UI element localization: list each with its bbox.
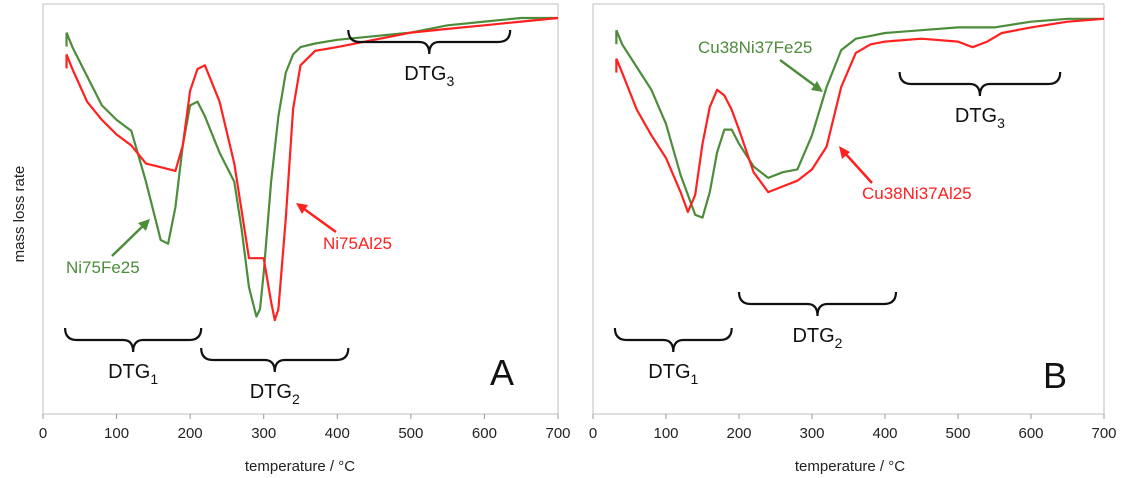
panel-b-brace-1 — [613, 327, 733, 353]
panel-b-dtg-subscript-1: 1 — [691, 371, 699, 387]
panel-b-x-tick-label: 700 — [1091, 425, 1116, 442]
panel-a-x-tick-label: 200 — [178, 425, 203, 442]
panel-b-series — [615, 17, 1105, 219]
panel-a-label: A — [490, 352, 514, 393]
panel-a-x-tick-label: 600 — [472, 425, 497, 442]
panel-b-x-tick-label: 100 — [653, 425, 678, 442]
arrow-cu38ni37al25 — [842, 150, 873, 184]
panel-b-x-axis-title: temperature / °C — [795, 458, 905, 475]
panel-a-dtg-label-2: DTG2 — [250, 381, 300, 407]
panel-b-dtg-label-2: DTG2 — [792, 325, 842, 351]
panel-a-dtg-subscript-2: 2 — [292, 391, 300, 407]
series-label-cu38ni37fe25: Cu38Ni37Fe25 — [698, 38, 812, 57]
panel-b-x-axis: 0 100 200 300 400 500 600 700 — [589, 414, 1117, 442]
arrowhead-cu38ni37fe25 — [811, 81, 823, 92]
panel-b-x-tick-label: 300 — [799, 425, 824, 442]
panel-b: 0 100 200 300 400 500 600 700 temperature / °C … — [589, 3, 1117, 475]
series-label-cu38ni37al25: Cu38Ni37Al25 — [862, 184, 972, 203]
panel-b-dtg-subscript-2: 2 — [835, 335, 843, 351]
arrowhead-ni75al25 — [296, 203, 308, 214]
panel-b-dtg-label-1: DTG1 — [648, 361, 698, 387]
panel-a-x-tick-label: 500 — [398, 425, 423, 442]
panel-b-dtg-subscript-3: 3 — [997, 115, 1005, 131]
panel-b-series-cu38ni37fe25 — [615, 17, 1104, 219]
y-axis-title: mass loss rate — [11, 166, 28, 263]
panel-a-series-ni75fe25 — [65, 16, 558, 318]
panel-a-dtg-subscript-3: 3 — [446, 73, 454, 89]
arrowhead-ni75fe25 — [138, 219, 150, 231]
panel-a-x-tick-label: 700 — [545, 425, 570, 442]
panel-a-dtg-label-3: DTG3 — [404, 63, 454, 89]
arrow-cu38ni37fe25 — [779, 58, 819, 90]
panel-a-dtg-subscript-1: 1 — [150, 371, 158, 387]
panel-a-brace-3 — [347, 29, 512, 55]
panel-b-dtg-label-3: DTG3 — [955, 105, 1005, 131]
panel-a-braces: DTG1 DTG2 DTG3 — [63, 29, 512, 407]
panel-b-brace-3 — [898, 71, 1062, 97]
panel-b-x-tick-label: 500 — [945, 425, 970, 442]
panel-b-frame — [592, 3, 1105, 415]
panel-b-x-tick-label: 200 — [726, 425, 751, 442]
panel-a-brace-2 — [200, 347, 350, 373]
panel-a-x-tick-label: 300 — [251, 425, 276, 442]
panel-a-x-axis-title: temperature / °C — [245, 458, 355, 475]
panel-a: 0 100 200 300 400 500 600 700 temperature / °C … — [39, 3, 571, 475]
arrow-ni75fe25 — [111, 222, 147, 257]
panel-b-braces: DTG1 DTG2 DTG3 — [613, 71, 1062, 387]
panel-a-brace-1 — [63, 327, 203, 353]
arrow-ni75al25 — [299, 204, 337, 234]
panel-a-x-axis: 0 100 200 300 400 500 600 700 — [39, 414, 571, 442]
panel-b-series-cu38ni37al25 — [615, 17, 1105, 214]
panel-b-x-tick-label: 0 — [589, 425, 597, 442]
series-label-ni75al25: Ni75Al25 — [323, 234, 392, 253]
panel-a-dtg-label-1: DTG1 — [108, 361, 158, 387]
panel-b-brace-2 — [737, 291, 898, 317]
panel-b-label: B — [1043, 355, 1067, 396]
panel-a-series — [65, 16, 559, 322]
panel-a-x-tick-label: 0 — [39, 425, 47, 442]
panel-a-x-tick-label: 400 — [325, 425, 350, 442]
panel-b-x-tick-label: 400 — [872, 425, 897, 442]
arrowhead-cu38ni37al25 — [839, 146, 850, 159]
panel-b-x-tick-label: 600 — [1018, 425, 1043, 442]
panel-a-series-ni75al25 — [65, 16, 559, 322]
panel-a-x-tick-label: 100 — [104, 425, 129, 442]
series-label-ni75fe25: Ni75Fe25 — [66, 258, 140, 277]
panel-a-frame — [42, 3, 559, 415]
